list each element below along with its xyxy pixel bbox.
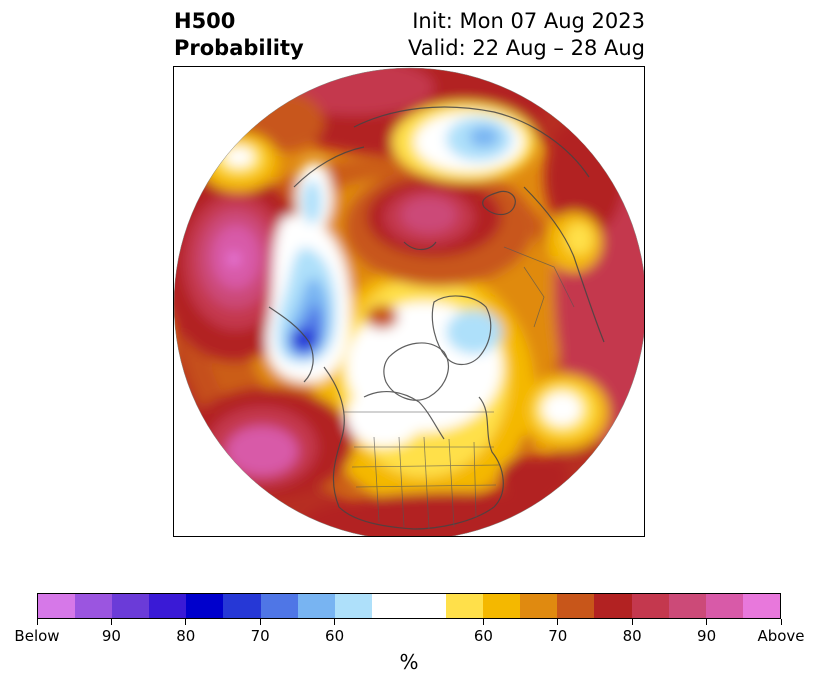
colorbar-swatch [483,594,521,618]
political-borders [344,246,575,530]
probability-colorbar [37,593,781,619]
colorbar-swatch [520,594,558,618]
colorbar-swatch [334,594,372,618]
colorbar-swatch [149,594,187,618]
colorbar-tick-label: 90 [101,627,121,645]
valid-range: Valid: 22 Aug – 28 Aug [407,36,645,60]
colorbar-tick [185,619,187,625]
colorbar-tick [110,619,112,625]
colorbar-swatch [186,594,224,618]
colorbar-tick-label: 80 [622,627,642,645]
colorbar-swatch [446,594,484,618]
colorbar-tick [706,619,708,625]
forecast-dates: Init: Mon 07 Aug 2023 Valid: 22 Aug – 28… [345,8,645,62]
polar-probability-map [173,66,645,537]
colorbar-tick [557,619,559,625]
probability-field [174,68,644,536]
title-variable: H500 [174,9,236,33]
colorbar-tick [780,619,782,625]
colorbar-swatch [297,594,335,618]
colorbar-swatch [223,594,261,618]
colorbar-tick-label: 60 [325,627,345,645]
colorbar-swatch [557,594,595,618]
map-title: H500 Probability [174,8,304,62]
colorbar-swatch [371,594,447,618]
map-boundary [174,67,644,536]
colorbar-tick-label: 70 [548,627,568,645]
colorbar-tick [482,619,484,625]
colorbar-swatch [742,594,780,618]
colorbar-tick-label: 60 [473,627,493,645]
colorbar-tick-label: 70 [250,627,270,645]
colorbar-swatch [75,594,113,618]
colorbar-tick [36,619,38,625]
colorbar-swatch [260,594,298,618]
colorbar-tick [631,619,633,625]
init-date: Init: Mon 07 Aug 2023 [412,9,645,33]
title-product: Probability [174,36,304,60]
colorbar-unit-label: % [399,650,419,674]
colorbar-tick [259,619,261,625]
colorbar-tick-label: 80 [176,627,196,645]
colorbar-swatch [112,594,150,618]
colorbar-tick-label: Above [757,627,805,645]
colorbar-swatch [668,594,706,618]
map-svg [174,67,644,536]
colorbar-swatch [38,594,76,618]
colorbar-tick-label: Below [14,627,60,645]
colorbar-tick [334,619,336,625]
coastlines [268,106,605,530]
colorbar-swatch [705,594,743,618]
colorbar-swatch [631,594,669,618]
colorbar-tick-label: 90 [697,627,717,645]
colorbar-swatch [594,594,632,618]
